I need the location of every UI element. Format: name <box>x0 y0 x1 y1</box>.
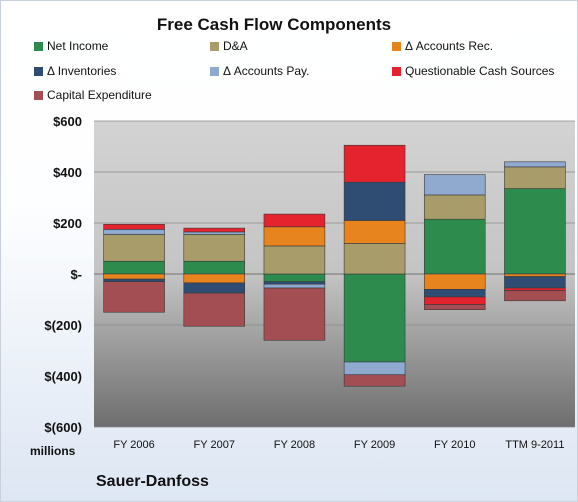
legend-swatch <box>210 42 219 51</box>
bar-segment <box>183 292 246 327</box>
legend-swatch <box>392 67 401 76</box>
bar-segment <box>103 273 165 280</box>
legend-swatch <box>392 42 401 51</box>
legend-item-accounts-rec: Δ Accounts Rec. <box>392 39 493 53</box>
y-axis-ticks: $600 $400 $200 $- $(200) $(400) $(600) <box>44 114 82 435</box>
x-tick-label: FY 2006 <box>113 439 154 451</box>
legend-label: Net Income <box>47 39 109 53</box>
bar-segment <box>183 273 246 284</box>
legend-swatch <box>34 42 43 51</box>
x-tick-label: FY 2010 <box>434 439 475 451</box>
legend-label: Δ Accounts Pay. <box>223 64 310 78</box>
bars <box>103 144 566 387</box>
legend-label: Δ Inventories <box>47 64 117 78</box>
legend-label: Questionable Cash Sources <box>405 64 555 78</box>
bar-segment <box>183 234 246 262</box>
bar-segment <box>183 227 246 233</box>
bar-segment <box>423 174 486 196</box>
gridlines <box>94 120 575 428</box>
bar-segment <box>343 181 406 221</box>
legend-swatch <box>34 91 43 100</box>
bar-segment <box>343 220 406 244</box>
legend-item-capex: Capital Expenditure <box>34 88 152 102</box>
units-label: millions <box>30 444 76 458</box>
x-axis-ticks: FY 2006 FY 2007 FY 2008 FY 2009 FY 2010 TTM 9… <box>113 439 564 451</box>
legend-swatch <box>210 67 219 76</box>
legend-item-net-income: Net Income <box>34 39 108 53</box>
y-tick-label: $200 <box>53 216 82 231</box>
bar-segment <box>103 281 165 313</box>
bar-segment <box>504 166 566 189</box>
bar-segment <box>504 161 566 168</box>
legend-label: D&A <box>223 39 248 53</box>
chart-title: Free Cash Flow Components <box>156 15 392 34</box>
y-tick-label: $600 <box>53 114 82 129</box>
bar-segment <box>423 304 486 311</box>
y-tick-label: $(200) <box>44 318 82 333</box>
bar-segment <box>103 278 165 282</box>
bar-segment <box>103 260 165 275</box>
bar-segment <box>183 231 246 235</box>
bar-segment <box>423 296 486 305</box>
y-tick-label: $(400) <box>44 369 82 384</box>
legend-item-inventories: Δ Inventories <box>34 64 116 78</box>
bar-segment <box>504 188 566 275</box>
bar-segment <box>343 144 406 183</box>
bar-segment <box>343 243 406 275</box>
bar-segment <box>423 288 486 298</box>
bar-segment <box>263 281 326 285</box>
bar-segment <box>504 273 566 277</box>
x-tick-label: FY 2008 <box>274 439 315 451</box>
company-name: Sauer-Danfoss <box>96 473 209 490</box>
bar-segment <box>423 273 486 290</box>
bar-segment <box>343 361 406 376</box>
bar-segment <box>263 283 326 289</box>
x-tick-label: FY 2009 <box>354 439 395 451</box>
y-tick-label: $(600) <box>44 420 82 435</box>
legend-item-accounts-pay: Δ Accounts Pay. <box>210 64 310 78</box>
x-tick-label: TTM 9-2011 <box>505 439 564 451</box>
y-tick-label: $- <box>70 267 82 282</box>
legend-swatch <box>34 67 43 76</box>
bar-segment <box>504 276 566 289</box>
legend-item-da: D&A <box>210 39 248 53</box>
bar-segment <box>183 282 246 294</box>
bar-segment <box>263 287 326 341</box>
bar-segment <box>103 223 165 230</box>
legend-label: Δ Accounts Rec. <box>405 39 494 53</box>
bar-segment <box>103 229 165 235</box>
bar-segment <box>423 194 486 220</box>
bar-segment <box>343 273 406 363</box>
bar-segment <box>504 287 566 291</box>
bar-segment <box>343 374 406 387</box>
bar-segment <box>263 245 326 275</box>
x-tick-label: FY 2007 <box>194 439 235 451</box>
bar-segment <box>423 218 486 275</box>
y-tick-label: $400 <box>53 165 82 180</box>
bar-segment <box>263 213 326 228</box>
bar-segment <box>263 226 326 247</box>
legend-label: Capital Expenditure <box>47 88 152 102</box>
bar-segment <box>263 273 326 282</box>
bar-segment <box>103 234 165 262</box>
legend-item-questionable-cash: Questionable Cash Sources <box>392 64 554 78</box>
bar-segment <box>183 260 246 275</box>
bar-segment <box>504 290 566 302</box>
